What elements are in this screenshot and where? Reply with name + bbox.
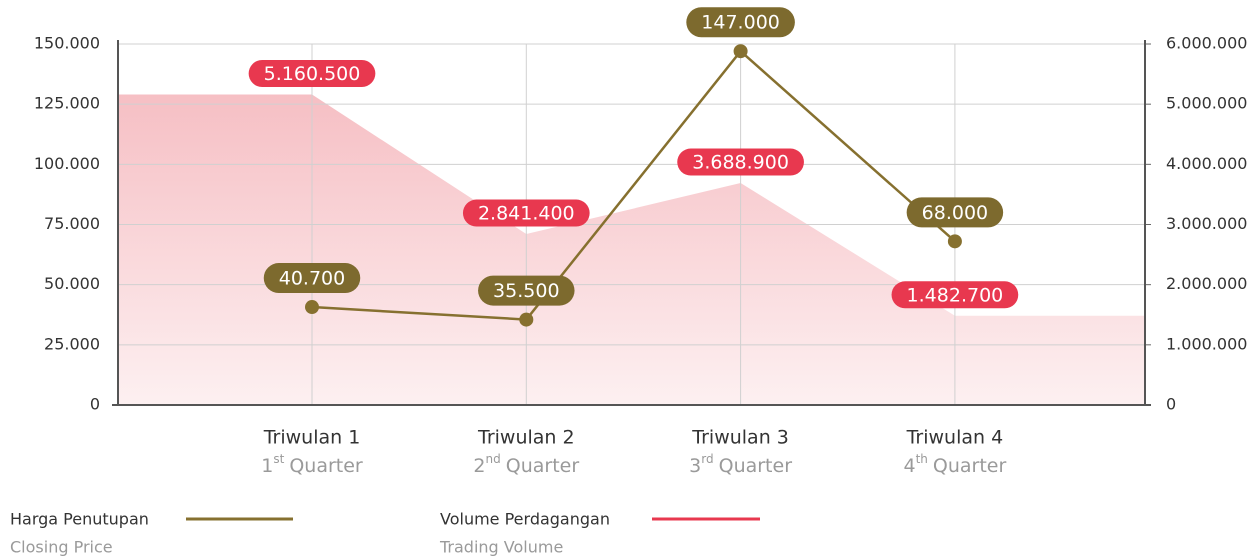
y2-tick-label: 4.000.000 bbox=[1166, 154, 1247, 173]
value-label-bg bbox=[906, 197, 1004, 228]
y-tick-label: 100.000 bbox=[34, 154, 100, 173]
sublabel-part: Quarter bbox=[506, 455, 580, 477]
value-label: 1.482.700 bbox=[907, 284, 1004, 306]
legend-sublabel: Trading Volume bbox=[439, 538, 563, 557]
x-tick-sublabel: 1st Quarter bbox=[261, 452, 363, 477]
sublabel-part: Quarter bbox=[719, 455, 793, 477]
value-label-bg bbox=[248, 60, 376, 88]
y2-tick-label: 3.000.000 bbox=[1166, 214, 1247, 233]
legend-label: Harga Penutupan bbox=[10, 510, 149, 529]
value-label-bg bbox=[686, 7, 795, 38]
price-point bbox=[305, 300, 319, 315]
y-tick-label: 125.000 bbox=[34, 94, 100, 113]
x-tick-label: Triwulan 1 bbox=[263, 427, 361, 449]
value-label: 3.688.900 bbox=[692, 152, 789, 174]
sublabel-part: th bbox=[916, 452, 928, 466]
value-label: 2.841.400 bbox=[478, 203, 575, 225]
value-label-bg bbox=[891, 281, 1019, 309]
y2-tick-label: 1.000.000 bbox=[1166, 334, 1247, 353]
x-tick-sublabel: 2nd Quarter bbox=[473, 452, 579, 477]
price-point bbox=[733, 44, 748, 59]
legend-label: Volume Perdagangan bbox=[440, 510, 610, 529]
price-point bbox=[947, 234, 962, 249]
volume-area bbox=[118, 94, 1145, 405]
sublabel-part: st bbox=[273, 452, 284, 466]
y2-tick-label: 0 bbox=[1166, 395, 1176, 414]
sublabel-part: rd bbox=[701, 452, 713, 466]
value-label-bg bbox=[478, 275, 575, 306]
value-label-bg bbox=[462, 199, 590, 227]
sublabel-part: 1 bbox=[261, 455, 273, 477]
legend-sublabel: Closing Price bbox=[10, 538, 113, 557]
y-tick-label: 150.000 bbox=[34, 34, 100, 53]
sublabel-part: 2 bbox=[473, 455, 485, 477]
x-tick-sublabel: 4th Quarter bbox=[903, 452, 1006, 477]
price-point bbox=[519, 312, 534, 327]
x-tick-sublabel: 3rd Quarter bbox=[689, 452, 792, 477]
value-label: 40.700 bbox=[279, 268, 345, 290]
value-label: 147.000 bbox=[701, 12, 780, 34]
x-tick-label: Triwulan 4 bbox=[906, 427, 1004, 449]
sublabel-part: Quarter bbox=[289, 455, 363, 477]
y-tick-label: 0 bbox=[90, 395, 100, 414]
value-label: 5.160.500 bbox=[264, 63, 361, 85]
value-label: 35.500 bbox=[493, 280, 559, 302]
y-tick-label: 50.000 bbox=[44, 274, 100, 293]
value-label-bg bbox=[677, 148, 804, 176]
sublabel-part: 4 bbox=[903, 455, 915, 477]
y-tick-label: 75.000 bbox=[44, 214, 100, 233]
price-line bbox=[311, 49, 956, 321]
y2-tick-label: 6.000.000 bbox=[1166, 34, 1247, 53]
y2-tick-label: 5.000.000 bbox=[1166, 94, 1247, 113]
sublabel-part: 3 bbox=[689, 455, 701, 477]
x-tick-label: Triwulan 3 bbox=[691, 427, 789, 449]
sublabel-part: Quarter bbox=[933, 455, 1007, 477]
sublabel-part: nd bbox=[486, 452, 501, 466]
y-tick-label: 25.000 bbox=[44, 334, 100, 353]
x-tick-label: Triwulan 2 bbox=[477, 427, 575, 449]
value-label-bg bbox=[263, 263, 361, 294]
value-label: 68.000 bbox=[922, 202, 988, 224]
y2-tick-label: 2.000.000 bbox=[1166, 274, 1247, 293]
